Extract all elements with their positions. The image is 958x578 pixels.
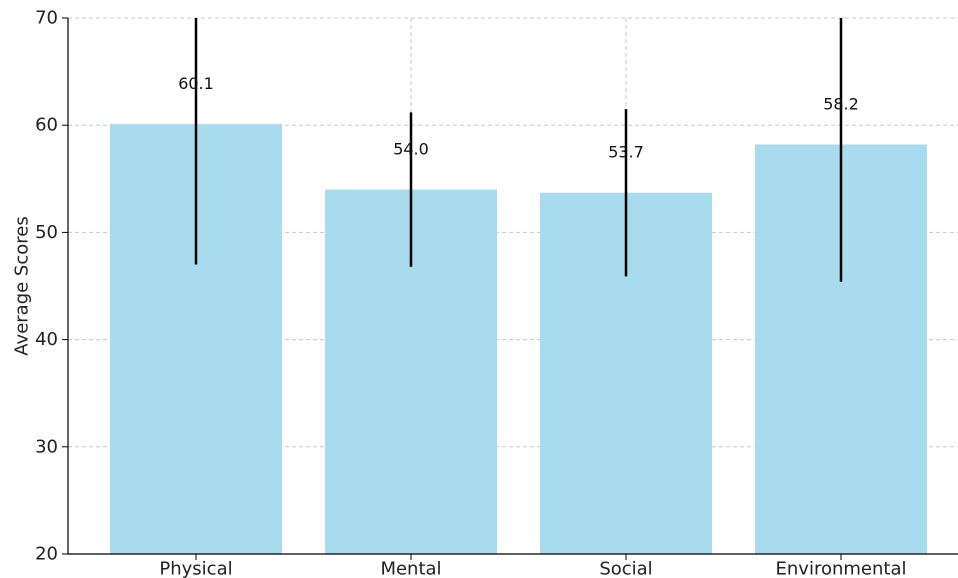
y-tick-label: 60 (35, 115, 58, 136)
y-tick-label: 20 (35, 544, 58, 565)
error-bars (194, 18, 843, 282)
y-ticks: 20 30 40 50 60 70 (35, 8, 68, 565)
y-tick-label: 70 (35, 8, 58, 29)
x-tick-label-environmental: Environmental (776, 559, 907, 578)
x-ticks: Physical Mental Social Environmental (159, 554, 906, 578)
axes (67, 18, 958, 555)
bars (110, 124, 927, 555)
x-tick-label-social: Social (599, 559, 652, 578)
y-axis-title: Average Scores (12, 216, 33, 355)
y-tick-label: 50 (35, 222, 58, 243)
data-labels: 60.1 54.0 53.7 58.2 (178, 74, 859, 162)
y-tick-label: 40 (35, 329, 58, 350)
x-tick-label-mental: Mental (380, 559, 441, 578)
data-label-environmental: 58.2 (823, 94, 859, 113)
y-tick-label: 30 (35, 436, 58, 457)
data-label-mental: 54.0 (393, 139, 429, 158)
data-label-social: 53.7 (608, 143, 644, 162)
data-label-physical: 60.1 (178, 74, 214, 93)
x-tick-label-physical: Physical (159, 559, 232, 578)
